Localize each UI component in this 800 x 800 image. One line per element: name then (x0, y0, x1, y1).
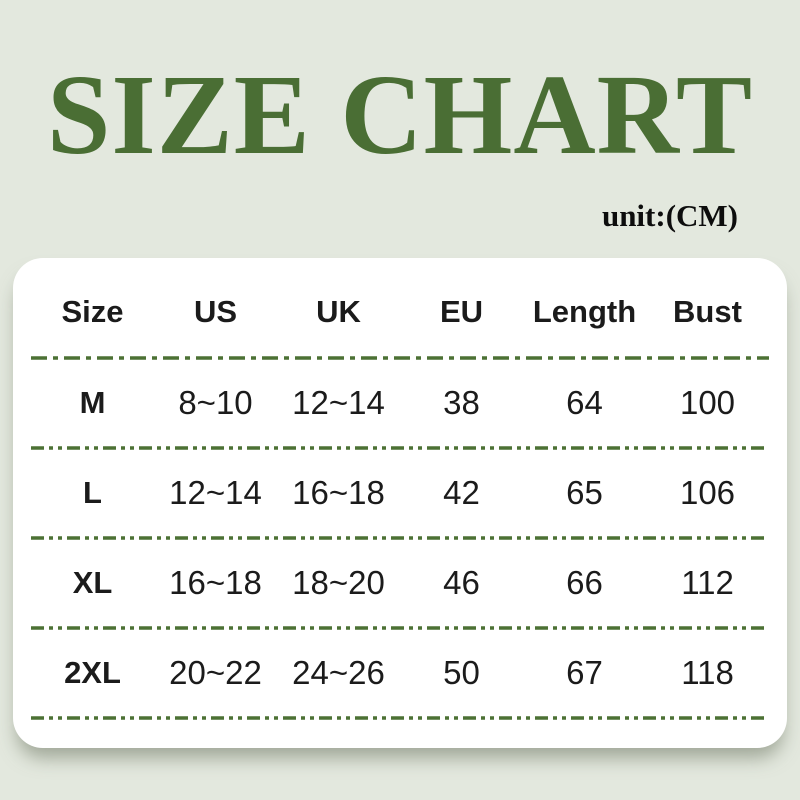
us-cell: 16~18 (169, 564, 262, 601)
dashed-divider (31, 536, 769, 540)
column-header-uk: UK (316, 294, 361, 329)
size-table-card: Size US UK EU Length Bust M 8~10 12~14 3… (13, 258, 787, 748)
eu-cell: 42 (443, 474, 480, 511)
uk-cell: 18~20 (292, 564, 385, 601)
uk-cell: 24~26 (292, 654, 385, 691)
column-header-size: Size (61, 294, 124, 329)
unit-label: unit:(CM) (601, 198, 738, 233)
size-cell: 2XL (64, 655, 121, 690)
table-header-row: Size US UK EU Length Bust (31, 268, 769, 356)
bust-cell: 100 (679, 384, 736, 421)
table-row: XL 16~18 18~20 46 66 112 (31, 540, 769, 626)
page-title: SIZE CHART (46, 51, 754, 178)
length-cell: 64 (566, 384, 603, 421)
table-row: M 8~10 12~14 38 64 100 (31, 360, 769, 446)
length-cell: 65 (566, 474, 603, 511)
eu-cell: 46 (443, 564, 480, 601)
length-cell: 67 (566, 654, 603, 691)
table-row: L 12~14 16~18 42 65 106 (31, 450, 769, 536)
eu-cell: 38 (443, 384, 480, 421)
size-cell: M (79, 385, 106, 420)
bust-cell: 106 (679, 474, 736, 511)
bust-cell: 118 (681, 654, 734, 691)
uk-cell: 12~14 (292, 384, 385, 421)
dashed-divider (31, 626, 769, 630)
length-cell: 66 (566, 564, 603, 601)
column-header-eu: EU (439, 294, 484, 329)
column-header-us: US (193, 294, 238, 329)
dashed-divider (31, 356, 769, 360)
table-row: 2XL 20~22 24~26 50 67 118 (31, 630, 769, 716)
column-header-length: Length (532, 294, 637, 329)
us-cell: 20~22 (169, 654, 262, 691)
size-cell: L (83, 475, 102, 510)
eu-cell: 50 (443, 654, 480, 691)
column-header-bust: Bust (673, 294, 742, 329)
dashed-divider (31, 446, 769, 450)
size-cell: XL (72, 565, 113, 600)
us-cell: 12~14 (169, 474, 262, 511)
uk-cell: 16~18 (292, 474, 385, 511)
dashed-divider (31, 716, 769, 720)
bust-cell: 112 (681, 564, 734, 601)
us-cell: 8~10 (178, 384, 253, 421)
